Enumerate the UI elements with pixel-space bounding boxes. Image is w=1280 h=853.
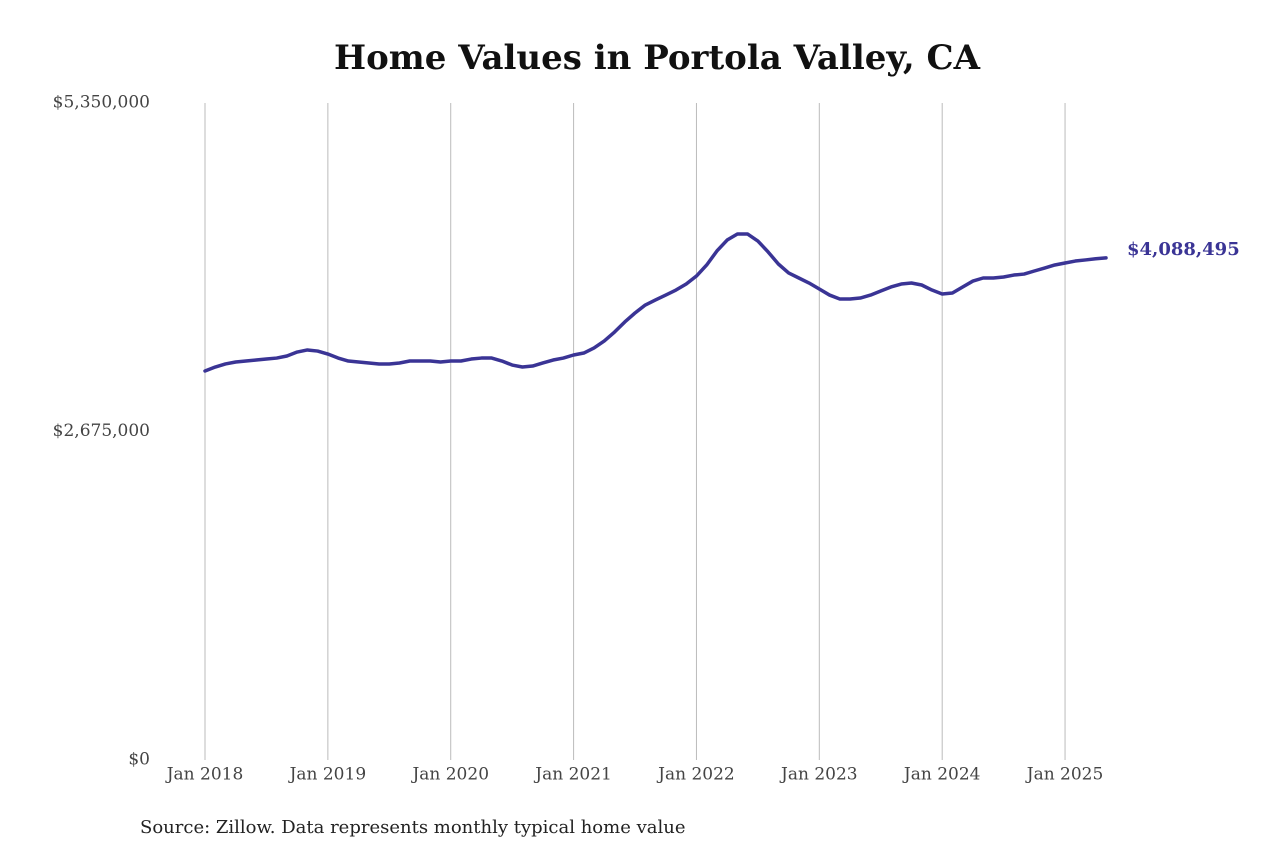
x-tick-label: Jan 2025: [1025, 765, 1104, 785]
x-tick-label: Jan 2024: [902, 765, 981, 785]
x-tick-label: Jan 2023: [779, 765, 858, 785]
y-tick-label: $5,350,000: [53, 93, 150, 113]
source-note: Source: Zillow. Data represents monthly …: [140, 817, 686, 838]
x-tick-label: Jan 2021: [533, 765, 612, 785]
x-tick-label: Jan 2022: [656, 765, 735, 785]
y-tick-label: $2,675,000: [53, 421, 150, 441]
line-series: [203, 232, 1108, 373]
y-tick-label: $0: [128, 750, 150, 770]
x-tick-label: Jan 2018: [165, 765, 244, 785]
data-label: $4,088,495: [1127, 239, 1240, 260]
chart-title: Home Values in Portola Valley, CA: [334, 38, 981, 78]
x-tick-label: Jan 2019: [288, 765, 367, 785]
x-tick-label: Jan 2020: [410, 765, 489, 785]
